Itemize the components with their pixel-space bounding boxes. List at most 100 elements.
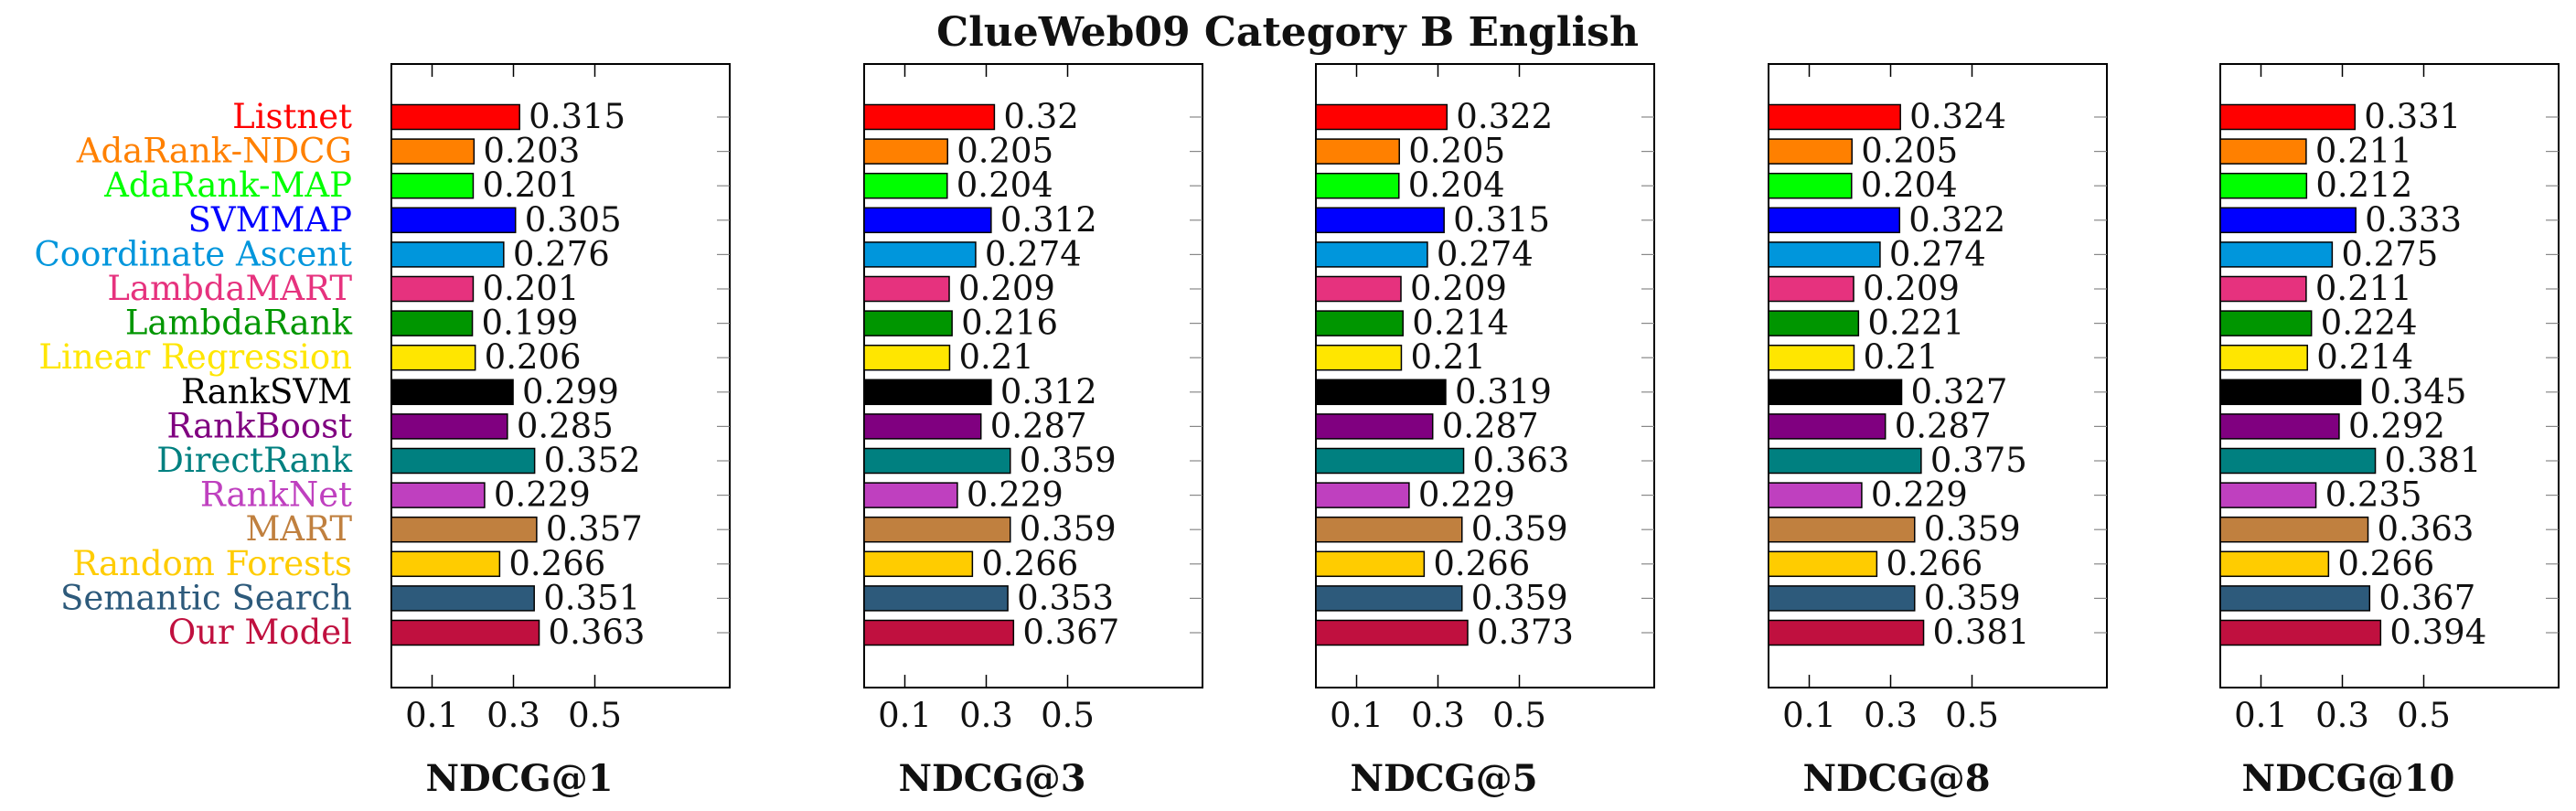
bar xyxy=(2219,138,2307,165)
bar xyxy=(390,172,475,199)
bar xyxy=(1768,241,1881,268)
bar-value-label: 0.229 xyxy=(1871,475,1968,515)
x-tick-label: 0.3 xyxy=(1411,696,1465,735)
x-tick-label: 0.3 xyxy=(1864,696,1918,735)
bar-value-label: 0.327 xyxy=(1911,372,2008,411)
category-labels: ListnetAdaRank-NDCGAdaRank-MAPSVMMAPCoor… xyxy=(34,97,352,652)
bar xyxy=(1768,447,1922,475)
bar-value-label: 0.21 xyxy=(1410,337,1485,377)
bar xyxy=(2219,516,2369,543)
chart-panel: 0.1 0.3 0.50.320.2050.2040.3120.2740.2090.… xyxy=(863,63,1203,800)
bar xyxy=(1768,103,1901,131)
bar xyxy=(2219,447,2377,475)
category-label: RankBoost xyxy=(166,406,352,445)
bar-value-label: 0.319 xyxy=(1455,372,1552,411)
bar xyxy=(2219,207,2357,234)
bar xyxy=(2219,310,2313,336)
chart-panel: 0.1 0.3 0.50.3240.2050.2040.3220.2740.2090… xyxy=(1768,63,2108,800)
bar xyxy=(390,103,520,131)
bar-value-label: 0.205 xyxy=(957,132,1053,171)
bar xyxy=(2219,585,2371,612)
bar xyxy=(1315,344,1403,371)
bar-value-label: 0.275 xyxy=(2341,234,2438,273)
bar-value-label: 0.209 xyxy=(1863,269,1960,308)
bar xyxy=(1768,619,1925,646)
x-tick-label: 0.1 xyxy=(405,696,459,735)
bar xyxy=(1768,379,1903,406)
x-tick-label: 0.5 xyxy=(1945,696,1999,735)
x-tick-label: 0.1 xyxy=(1330,696,1384,735)
bar xyxy=(390,585,535,612)
bar xyxy=(863,275,950,303)
bar xyxy=(1768,207,1901,234)
bar-value-label: 0.21 xyxy=(1863,337,1938,377)
bar xyxy=(2219,619,2382,646)
bar-value-label: 0.212 xyxy=(2315,165,2412,205)
bar-value-label: 0.287 xyxy=(1895,406,1992,445)
bar-value-label: 0.229 xyxy=(967,475,1064,515)
bar-value-label: 0.363 xyxy=(1473,441,1570,480)
x-tick-label: 0.3 xyxy=(486,696,540,735)
bar xyxy=(863,379,992,406)
bar xyxy=(390,482,486,508)
panel-frame xyxy=(390,63,731,688)
x-tick-label: 0.5 xyxy=(1041,696,1095,735)
bar xyxy=(863,550,974,578)
bar-value-label: 0.345 xyxy=(2370,372,2467,411)
bar xyxy=(2219,241,2334,268)
bar xyxy=(2219,379,2362,406)
bar xyxy=(863,172,948,199)
bar-value-label: 0.359 xyxy=(1471,578,1568,617)
bar-value-label: 0.214 xyxy=(1412,304,1509,343)
bar xyxy=(863,413,982,440)
bar-value-label: 0.276 xyxy=(513,234,610,273)
bar xyxy=(1315,585,1463,612)
bar-value-label: 0.375 xyxy=(1930,441,2027,480)
category-label: RankNet xyxy=(200,475,352,515)
bar xyxy=(1315,275,1402,303)
category-label: AdaRank-NDCG xyxy=(76,132,352,171)
bar xyxy=(390,516,538,543)
bar-value-label: 0.204 xyxy=(1861,165,1958,205)
chart-panels: 0.1 0.3 0.50.3150.2030.2010.3050.2760.2010… xyxy=(390,63,2560,800)
bar xyxy=(1768,275,1855,303)
bar-value-label: 0.373 xyxy=(1477,613,1574,652)
bar-value-label: 0.199 xyxy=(482,304,579,343)
bar xyxy=(863,207,992,234)
bar-value-label: 0.352 xyxy=(544,441,641,480)
bar-value-label: 0.216 xyxy=(961,304,1058,343)
x-axis-label: NDCG@8 xyxy=(1802,757,1990,800)
bar xyxy=(2219,103,2357,131)
bar-value-label: 0.204 xyxy=(957,165,1053,205)
panel-frame xyxy=(863,63,1203,688)
bar-value-label: 0.266 xyxy=(1433,544,1530,583)
bar-value-label: 0.312 xyxy=(1000,372,1097,411)
category-label: DirectRank xyxy=(156,441,352,480)
bar xyxy=(2219,413,2340,440)
bar xyxy=(390,619,540,646)
bar xyxy=(2219,344,2308,371)
category-label: AdaRank-MAP xyxy=(103,165,352,205)
bar-value-label: 0.204 xyxy=(1408,165,1505,205)
bar xyxy=(1768,516,1916,543)
bar-value-label: 0.205 xyxy=(1861,132,1958,171)
category-label: SVMMAP xyxy=(188,200,352,240)
bar xyxy=(1768,138,1853,165)
bar xyxy=(1315,138,1400,165)
category-label: Semantic Search xyxy=(60,578,352,617)
chart-title: ClueWeb09 Category B English xyxy=(936,9,1639,56)
bar-value-label: 0.266 xyxy=(981,544,1078,583)
bar xyxy=(863,516,1011,543)
bar-value-label: 0.324 xyxy=(1909,97,2006,136)
bar xyxy=(390,207,517,234)
bar-value-label: 0.359 xyxy=(1020,441,1117,480)
bar-value-label: 0.203 xyxy=(483,132,580,171)
chart-panel: 0.1 0.3 0.50.3310.2110.2120.3330.2750.2110… xyxy=(2219,63,2560,800)
bar-value-label: 0.292 xyxy=(2348,406,2445,445)
x-tick-label: 0.3 xyxy=(2315,696,2369,735)
chart-panel: 0.1 0.3 0.50.3220.2050.2040.3150.2740.2090… xyxy=(1315,63,1655,800)
x-axis-label: NDCG@5 xyxy=(1350,757,1537,800)
bar xyxy=(1315,413,1434,440)
x-tick-label: 0.1 xyxy=(1782,696,1836,735)
